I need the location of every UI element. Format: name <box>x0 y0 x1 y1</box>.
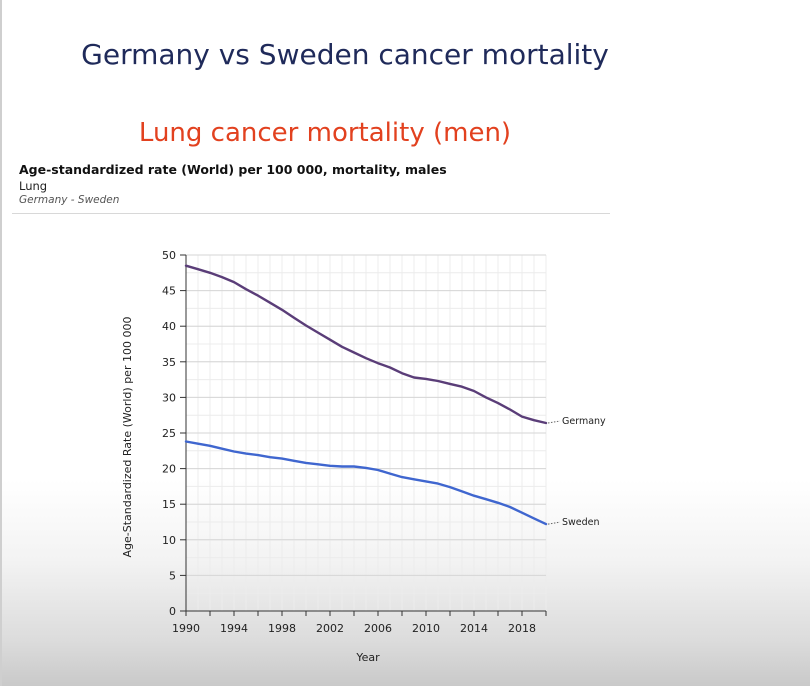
countries-subtitle: Germany - Sweden <box>19 194 120 206</box>
y-tick-label: 35 <box>162 356 176 369</box>
x-tick-label: 2010 <box>412 622 440 635</box>
x-tick-label: 1994 <box>220 622 248 635</box>
y-tick-label: 50 <box>162 249 176 262</box>
x-tick-label: 1990 <box>172 622 200 635</box>
y-tick-label: 40 <box>162 320 176 333</box>
series-line-germany <box>184 264 548 425</box>
series-leader-germany <box>547 420 561 424</box>
y-tick-label: 5 <box>169 569 176 582</box>
slide-title: Germany vs Sweden cancer mortality <box>81 38 609 71</box>
series-line-sweden <box>184 440 548 526</box>
x-tick-label: 2006 <box>364 622 392 635</box>
series-label-sweden: Sweden <box>562 517 600 528</box>
chart-header: Age-standardized rate (World) per 100 00… <box>19 162 447 206</box>
header-divider <box>12 213 610 214</box>
y-tick-label: 15 <box>162 498 176 511</box>
chart-lines <box>184 264 548 526</box>
y-tick-label: 45 <box>162 285 176 298</box>
y-tick-label: 30 <box>162 391 176 404</box>
y-tick-label: 0 <box>169 605 176 618</box>
y-tick-label: 10 <box>162 534 176 547</box>
chart-labels: Germany Sweden <box>547 416 606 528</box>
x-tick-label: 2018 <box>508 622 536 635</box>
x-tick-label: 2002 <box>316 622 344 635</box>
x-tick-label: 1998 <box>268 622 296 635</box>
slide-left-edge <box>0 0 2 686</box>
chart-grid <box>185 254 547 612</box>
cancer-type: Lung <box>19 179 48 193</box>
chart-axes: 0 5 10 15 20 25 30 35 40 45 50 1990 1994 1998 2002 2006… <box>162 249 547 635</box>
y-tick-label: 20 <box>162 463 176 476</box>
chart-title: Lung cancer mortality (men) <box>138 118 512 148</box>
series-label-germany: Germany <box>562 416 606 427</box>
x-axis-title: Year <box>355 651 380 664</box>
metric-title: Age-standardized rate (World) per 100 00… <box>19 162 447 177</box>
series-leader-sweden <box>547 521 561 525</box>
x-tick-label: 2014 <box>460 622 488 635</box>
y-tick-label: 25 <box>162 427 176 440</box>
y-axis-title: Age-Standardized Rate (World) per 100 00… <box>121 317 134 558</box>
